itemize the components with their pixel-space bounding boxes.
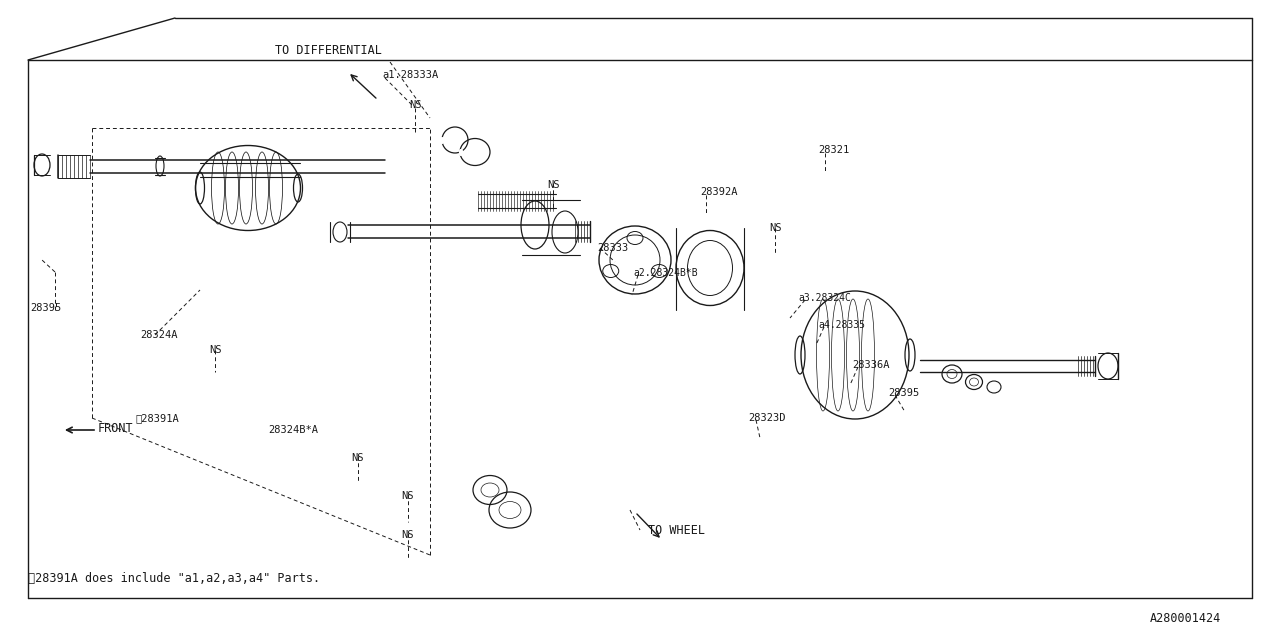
- Text: a3.28324C: a3.28324C: [797, 293, 851, 303]
- Text: a4.28335: a4.28335: [818, 320, 865, 330]
- Text: 28392A: 28392A: [700, 187, 737, 197]
- Text: 28336A: 28336A: [852, 360, 890, 370]
- Text: 28395: 28395: [29, 303, 61, 313]
- Text: NS: NS: [209, 345, 221, 355]
- Text: NS: NS: [402, 530, 415, 540]
- Text: NS: NS: [352, 453, 365, 463]
- Text: ※28391A does include "a1,a2,a3,a4" Parts.: ※28391A does include "a1,a2,a3,a4" Parts…: [28, 572, 320, 584]
- Text: 28324B*A: 28324B*A: [268, 425, 317, 435]
- Text: FRONT: FRONT: [99, 422, 133, 435]
- Text: NS: NS: [547, 180, 559, 190]
- Text: TO WHEEL: TO WHEEL: [648, 524, 705, 536]
- Text: 28395: 28395: [888, 388, 919, 398]
- Text: 28333: 28333: [596, 243, 628, 253]
- Text: TO DIFFERENTIAL: TO DIFFERENTIAL: [275, 44, 381, 56]
- Text: 28321: 28321: [818, 145, 849, 155]
- Text: 28323D: 28323D: [748, 413, 786, 423]
- Text: a1.28333A: a1.28333A: [381, 70, 438, 80]
- Text: 28324A: 28324A: [140, 330, 178, 340]
- Text: A280001424: A280001424: [1149, 611, 1221, 625]
- Text: NS: NS: [402, 491, 415, 501]
- Text: NS: NS: [769, 223, 781, 233]
- Text: ※28391A: ※28391A: [134, 413, 179, 423]
- Text: NS: NS: [408, 100, 421, 110]
- Text: a2.28324B*B: a2.28324B*B: [634, 268, 698, 278]
